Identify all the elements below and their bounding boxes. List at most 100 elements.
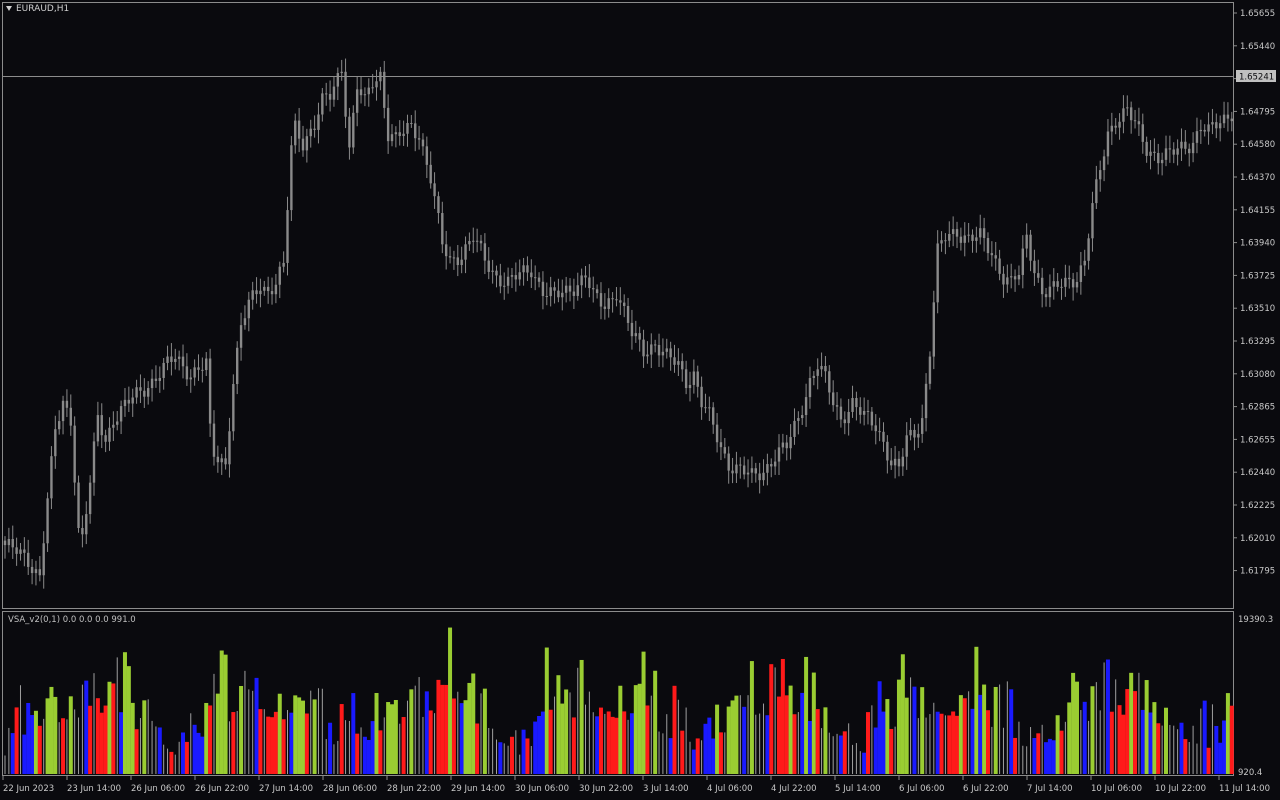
volume-bar	[784, 695, 789, 774]
candle-body	[673, 357, 676, 365]
volume-bar	[14, 707, 19, 774]
volume-bar	[1090, 686, 1095, 774]
candle-body	[982, 228, 986, 239]
volume-bar	[769, 664, 774, 774]
candle-body	[851, 398, 854, 412]
candle-body	[30, 566, 34, 574]
candle-body	[352, 112, 355, 148]
candle-body	[1025, 234, 1028, 249]
volume-bar	[312, 699, 317, 774]
volume-bar	[1218, 742, 1223, 774]
candle-body	[150, 378, 154, 389]
time-tick-label: 26 Jun 22:00	[195, 784, 249, 794]
candle-body	[38, 569, 42, 576]
candle-body	[177, 356, 181, 359]
time-tick-label: 26 Jun 06:00	[131, 784, 185, 794]
time-tick-label: 10 Jul 06:00	[1091, 784, 1142, 794]
candle-body	[843, 419, 846, 424]
price-tick-label: 1.64795	[1240, 107, 1275, 117]
candle-body	[592, 288, 595, 290]
volume-bar	[1129, 672, 1134, 774]
candle-body	[313, 128, 316, 130]
candle-body	[355, 89, 359, 113]
candle-body	[1118, 121, 1121, 128]
candle-body	[874, 425, 877, 432]
candle-body	[1110, 125, 1114, 132]
volume-bar	[126, 666, 131, 774]
candle-body	[1184, 141, 1187, 149]
candle-body	[305, 136, 309, 151]
volume-bar	[873, 727, 878, 774]
candle-body	[754, 468, 757, 474]
price-tick-label: 1.62865	[1240, 403, 1275, 413]
candle-body	[7, 539, 11, 546]
candle-body	[584, 275, 587, 278]
candle-body	[255, 290, 258, 295]
candle-body	[801, 415, 804, 419]
candle-body	[746, 472, 750, 475]
volume-bar	[61, 718, 66, 774]
candle-body	[344, 71, 347, 117]
volume-bar	[254, 677, 259, 774]
volume-bar	[10, 733, 15, 774]
volume-bar	[366, 739, 371, 774]
candle-body	[228, 431, 231, 465]
candle-body	[100, 415, 103, 436]
volume-bar	[800, 692, 805, 774]
candle-body	[232, 384, 235, 432]
candle-body	[1056, 281, 1059, 287]
candle-body	[773, 461, 777, 467]
candle-body	[557, 290, 560, 298]
candle-body	[1215, 122, 1218, 129]
candle-body	[243, 318, 247, 326]
volume-bar	[564, 689, 569, 774]
volume-bar	[30, 715, 35, 774]
candle-body	[3, 540, 7, 546]
volume-bar	[459, 703, 464, 774]
candle-body	[406, 122, 409, 134]
candle-body	[1075, 281, 1079, 288]
candle-body	[143, 390, 146, 397]
volume-bar	[742, 706, 747, 774]
volume-bar	[339, 704, 344, 774]
candle-body	[665, 348, 668, 352]
candle-body	[65, 400, 69, 408]
volume-bar	[1032, 738, 1037, 774]
time-tick-label: 23 Jun 14:00	[67, 784, 121, 794]
volume-bar	[1148, 712, 1153, 774]
candle-body	[866, 410, 870, 412]
volume-bar	[707, 717, 712, 774]
candle-body	[653, 344, 657, 346]
price-tick-label: 1.65655	[1240, 9, 1275, 19]
candle-body	[855, 398, 858, 408]
time-tick-label: 6 Jul 06:00	[899, 784, 945, 794]
volume-bar	[780, 658, 785, 774]
volume-bar	[749, 661, 754, 774]
price-tick-label: 1.62655	[1240, 435, 1275, 445]
candle-body	[917, 433, 920, 438]
dropdown-triangle-icon[interactable]	[6, 6, 12, 11]
candle-body	[781, 442, 785, 448]
candle-body	[588, 277, 591, 289]
volume-bar	[1013, 737, 1018, 774]
volume-bar	[45, 698, 50, 774]
volume-bar	[951, 711, 956, 774]
candle-body	[1137, 121, 1141, 125]
volume-bar	[297, 697, 302, 774]
volume-bar	[974, 646, 979, 774]
price-tick-label: 1.62010	[1240, 534, 1275, 544]
candle-body	[251, 290, 254, 300]
candle-body	[785, 442, 788, 449]
candle-body	[1157, 152, 1160, 164]
volume-bar	[1214, 725, 1219, 774]
volume-bar	[939, 713, 944, 774]
candle-body	[820, 365, 823, 370]
price-tick-label: 1.64580	[1240, 140, 1275, 150]
volume-bar	[107, 681, 112, 774]
volume-bar	[409, 689, 414, 774]
candle-body	[839, 406, 843, 420]
chart-symbol-title[interactable]: EURAUD,H1	[6, 4, 69, 14]
volume-bar	[1183, 739, 1188, 774]
